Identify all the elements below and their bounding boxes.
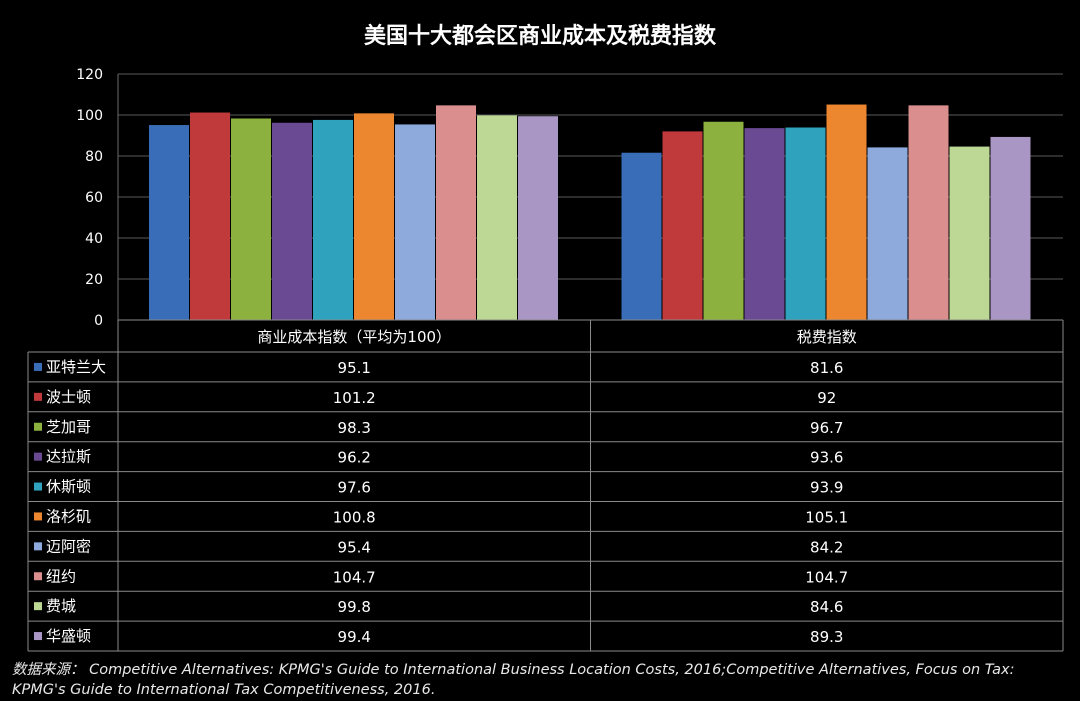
bar bbox=[949, 146, 990, 320]
category-label: 商业成本指数（平均为100） bbox=[257, 328, 451, 346]
legend-label: 波士顿 bbox=[46, 388, 91, 406]
legend-label: 华盛顿 bbox=[46, 627, 91, 645]
table-cell-value: 96.7 bbox=[810, 419, 843, 437]
y-tick-label: 120 bbox=[76, 67, 103, 83]
legend-swatch bbox=[34, 482, 42, 491]
y-tick-label: 0 bbox=[94, 313, 103, 329]
legend-swatch bbox=[34, 572, 42, 581]
table-cell-value: 89.3 bbox=[810, 628, 843, 646]
table-cell-value: 93.9 bbox=[810, 479, 843, 497]
legend-swatch bbox=[34, 512, 42, 521]
bar bbox=[621, 152, 662, 320]
y-tick-label: 80 bbox=[85, 149, 103, 165]
table-cell-value: 81.6 bbox=[810, 359, 843, 377]
table-cell-value: 84.6 bbox=[810, 598, 843, 616]
bar bbox=[785, 127, 826, 320]
bar bbox=[313, 119, 353, 320]
table-cell-value: 84.2 bbox=[810, 538, 843, 556]
legend-swatch bbox=[34, 422, 42, 431]
bar bbox=[703, 121, 744, 320]
table-cell-value: 92 bbox=[817, 389, 836, 407]
legend-swatch bbox=[34, 392, 42, 401]
y-tick-label: 60 bbox=[85, 190, 103, 206]
table-cell-value: 99.4 bbox=[338, 628, 371, 646]
legend-label: 迈阿密 bbox=[46, 537, 91, 555]
legend-swatch bbox=[34, 632, 42, 641]
bar bbox=[149, 125, 189, 320]
table-cell-value: 100.8 bbox=[333, 509, 376, 527]
bar bbox=[190, 112, 230, 320]
table-cell-value: 105.1 bbox=[805, 509, 848, 527]
legend-label: 洛杉矶 bbox=[46, 508, 91, 526]
y-tick-label: 100 bbox=[76, 108, 103, 124]
table-cell-value: 98.3 bbox=[338, 419, 371, 437]
table-cell-value: 101.2 bbox=[333, 389, 376, 407]
legend-label: 费城 bbox=[46, 597, 76, 615]
source-note: 数据来源： Competitive Alternatives: KPMG's G… bbox=[12, 662, 1015, 698]
legend-swatch bbox=[34, 362, 42, 371]
table-cell-value: 95.1 bbox=[338, 359, 371, 377]
table-cell-value: 104.7 bbox=[805, 568, 848, 586]
bar bbox=[518, 116, 558, 320]
bars bbox=[149, 104, 1031, 321]
legend-label: 亚特兰大 bbox=[46, 358, 106, 376]
legend-label: 达拉斯 bbox=[46, 448, 91, 466]
legend-label: 休斯顿 bbox=[46, 478, 91, 496]
y-tick-label: 40 bbox=[85, 231, 103, 247]
table-cell-value: 104.7 bbox=[333, 568, 376, 586]
table-cell-value: 93.6 bbox=[810, 449, 843, 467]
legend-label: 芝加哥 bbox=[46, 418, 91, 436]
category-label: 税费指数 bbox=[797, 328, 857, 346]
bar bbox=[272, 122, 312, 320]
bar bbox=[908, 105, 949, 321]
table-cell-value: 97.6 bbox=[338, 479, 371, 497]
table-cell-value: 96.2 bbox=[338, 449, 371, 467]
bar bbox=[744, 128, 785, 320]
table-cell-value: 99.8 bbox=[338, 598, 371, 616]
legend-swatch bbox=[34, 452, 42, 461]
bar bbox=[354, 113, 394, 320]
bar bbox=[990, 136, 1031, 320]
bar bbox=[867, 147, 908, 320]
table-cell-value: 95.4 bbox=[338, 538, 371, 556]
bar bbox=[662, 131, 703, 320]
chart-title: 美国十大都会区商业成本及税费指数 bbox=[363, 24, 716, 49]
legend-label: 纽约 bbox=[46, 567, 76, 585]
bar bbox=[477, 115, 517, 320]
bar bbox=[826, 104, 867, 320]
bar bbox=[436, 105, 476, 321]
legend-swatch bbox=[34, 542, 42, 551]
bar bbox=[231, 118, 271, 320]
legend-swatch bbox=[34, 602, 42, 611]
y-axis: 0 20 40 60 80 100 120 bbox=[76, 67, 103, 329]
bar bbox=[395, 124, 435, 321]
y-tick-label: 20 bbox=[85, 272, 103, 288]
